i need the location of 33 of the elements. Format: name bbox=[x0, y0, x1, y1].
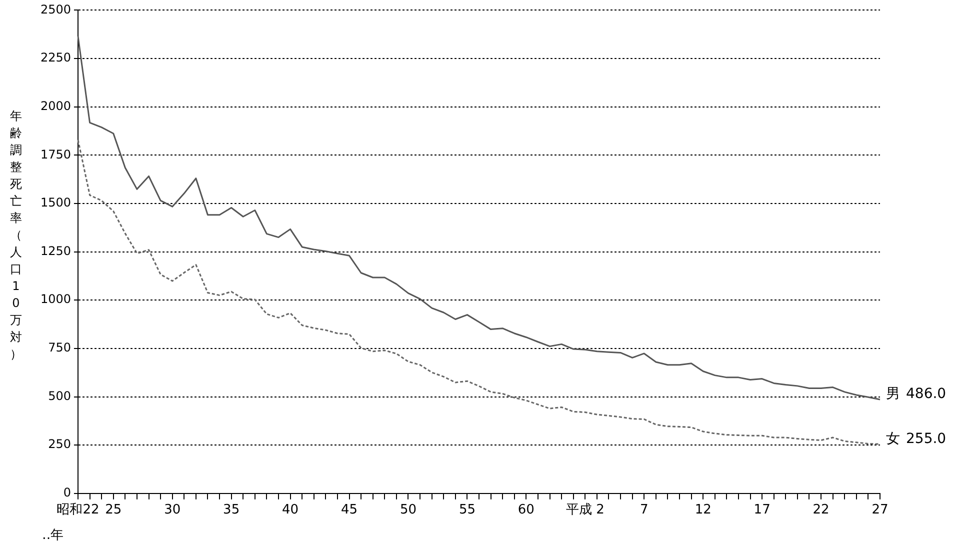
y-tick-label: 250 bbox=[48, 437, 71, 452]
y-tick-label: 1250 bbox=[40, 244, 71, 258]
x-tick-label: 55 bbox=[458, 502, 476, 518]
y-tick-label: 2250 bbox=[40, 50, 71, 65]
text: 年齢調整死亡率（人口10万対） bbox=[10, 109, 22, 361]
y-tick-label: 1500 bbox=[40, 196, 71, 210]
data-label: 255.0 bbox=[906, 430, 946, 447]
y-tick-label: 1750 bbox=[40, 147, 71, 162]
y-tick-label: 2500 bbox=[40, 2, 71, 16]
x-tick-label: 25 bbox=[105, 502, 122, 518]
y-tick-label: 750 bbox=[48, 340, 71, 355]
x-tick-label: 35 bbox=[223, 502, 240, 518]
x-tick-label: 40 bbox=[282, 502, 299, 518]
x-tick-label: 17 bbox=[754, 502, 770, 518]
x-tick-label: 50 bbox=[400, 502, 417, 518]
y-tick-label: 1000 bbox=[40, 292, 71, 306]
y-tick-label: 2000 bbox=[40, 98, 71, 113]
data-label: 486.0 bbox=[906, 386, 946, 402]
series-label: 女 bbox=[886, 430, 900, 447]
x-tick-label: 22 bbox=[812, 502, 830, 518]
y-tick-label: 500 bbox=[48, 388, 71, 403]
x-axis-title: ‥年 bbox=[42, 527, 64, 544]
line-series bbox=[77, 139, 881, 445]
x-tick-label: 45 bbox=[340, 502, 358, 518]
x-tick-label: 平成 2 bbox=[566, 502, 604, 518]
x-tick-label: 12 bbox=[694, 502, 712, 518]
y-tick-label: 0 bbox=[63, 486, 71, 500]
series-label: 男 bbox=[886, 386, 900, 402]
x-tick-label: 昭和22 bbox=[56, 502, 100, 518]
x-tick-label: 60 bbox=[518, 502, 534, 518]
x-tick-label: 27 bbox=[872, 502, 888, 518]
x-tick-label: 7 bbox=[640, 502, 648, 518]
x-tick-label: 30 bbox=[164, 502, 181, 518]
